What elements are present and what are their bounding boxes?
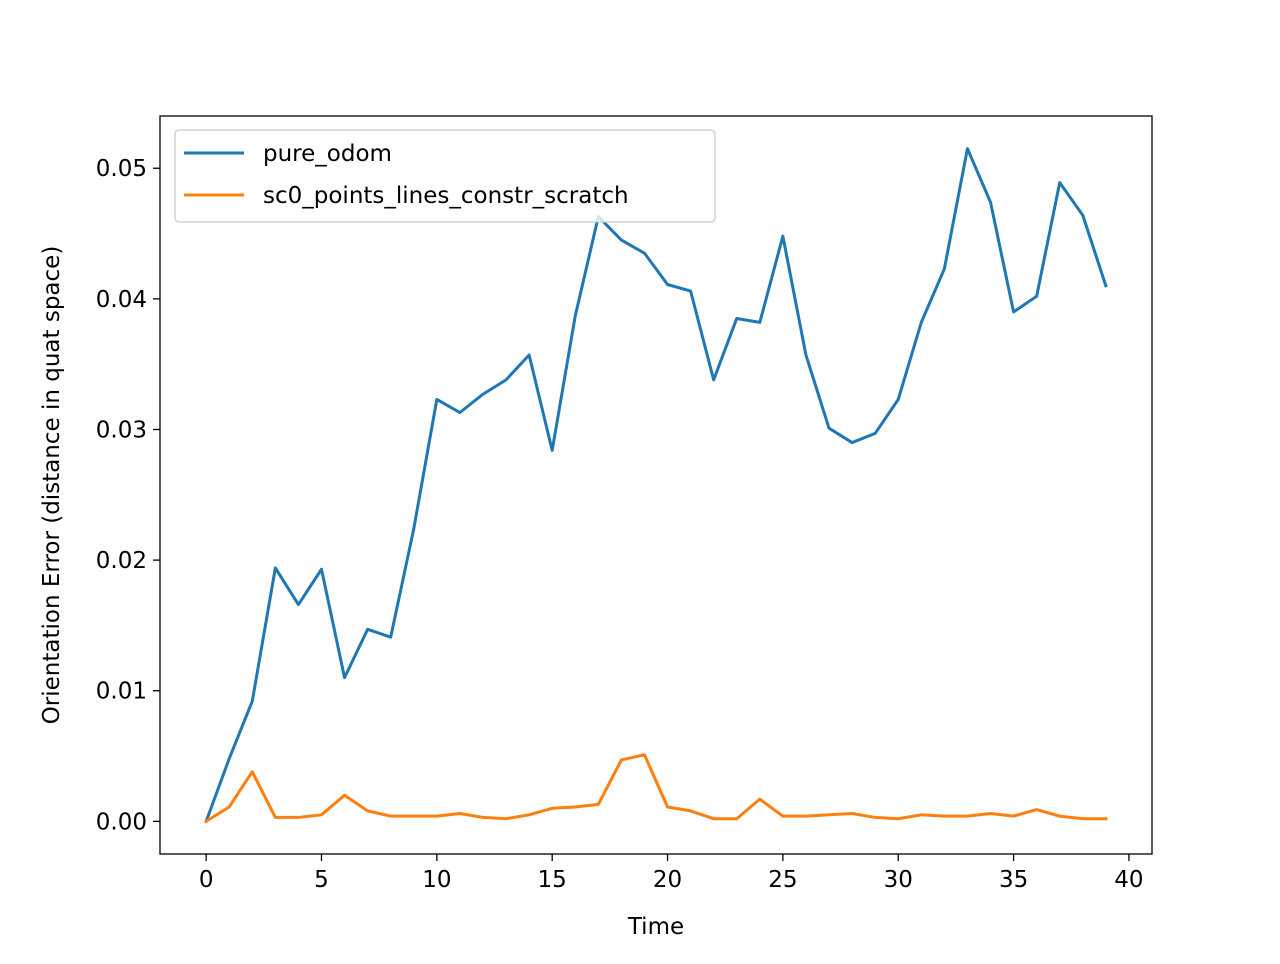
x-tick-label: 35 [999,867,1028,893]
y-tick-label: 0.00 [96,809,147,835]
legend-label: pure_odom [263,141,392,167]
x-tick-label: 0 [199,867,214,893]
x-tick-label: 20 [653,867,682,893]
legend-label: sc0_points_lines_constr_scratch [263,183,629,209]
series-line-pure_odom [204,147,1108,824]
axes-layer: 0 5 10 15 20 25 30 35 40 0.00 0.01 0.02 0.03 0.04 0.05 [96,156,1144,893]
y-tick-label: 0.02 [96,548,147,574]
x-tick-label: 5 [314,867,329,893]
y-tick-label: 0.05 [96,156,147,182]
x-tick-label: 30 [884,867,913,893]
y-tick-label: 0.01 [96,679,147,705]
y-axis-label: Orientation Error (distance in quat spac… [39,246,65,725]
series-layer [204,147,1108,824]
legend: pure_odom sc0_points_lines_constr_scratch [174,129,716,223]
x-axis-label: Time [627,914,684,940]
y-tick-label: 0.03 [96,417,147,443]
x-tick-label: 15 [538,867,567,893]
series-line-sc0_points_lines_constr_scratch [204,753,1108,824]
plot-area [160,116,1152,854]
x-tick-label: 40 [1114,867,1143,893]
legend-box [174,129,716,223]
y-tick-label: 0.04 [96,287,147,313]
plot-frame [159,115,1153,855]
x-tick-label: 25 [768,867,797,893]
x-tick-label: 10 [422,867,451,893]
